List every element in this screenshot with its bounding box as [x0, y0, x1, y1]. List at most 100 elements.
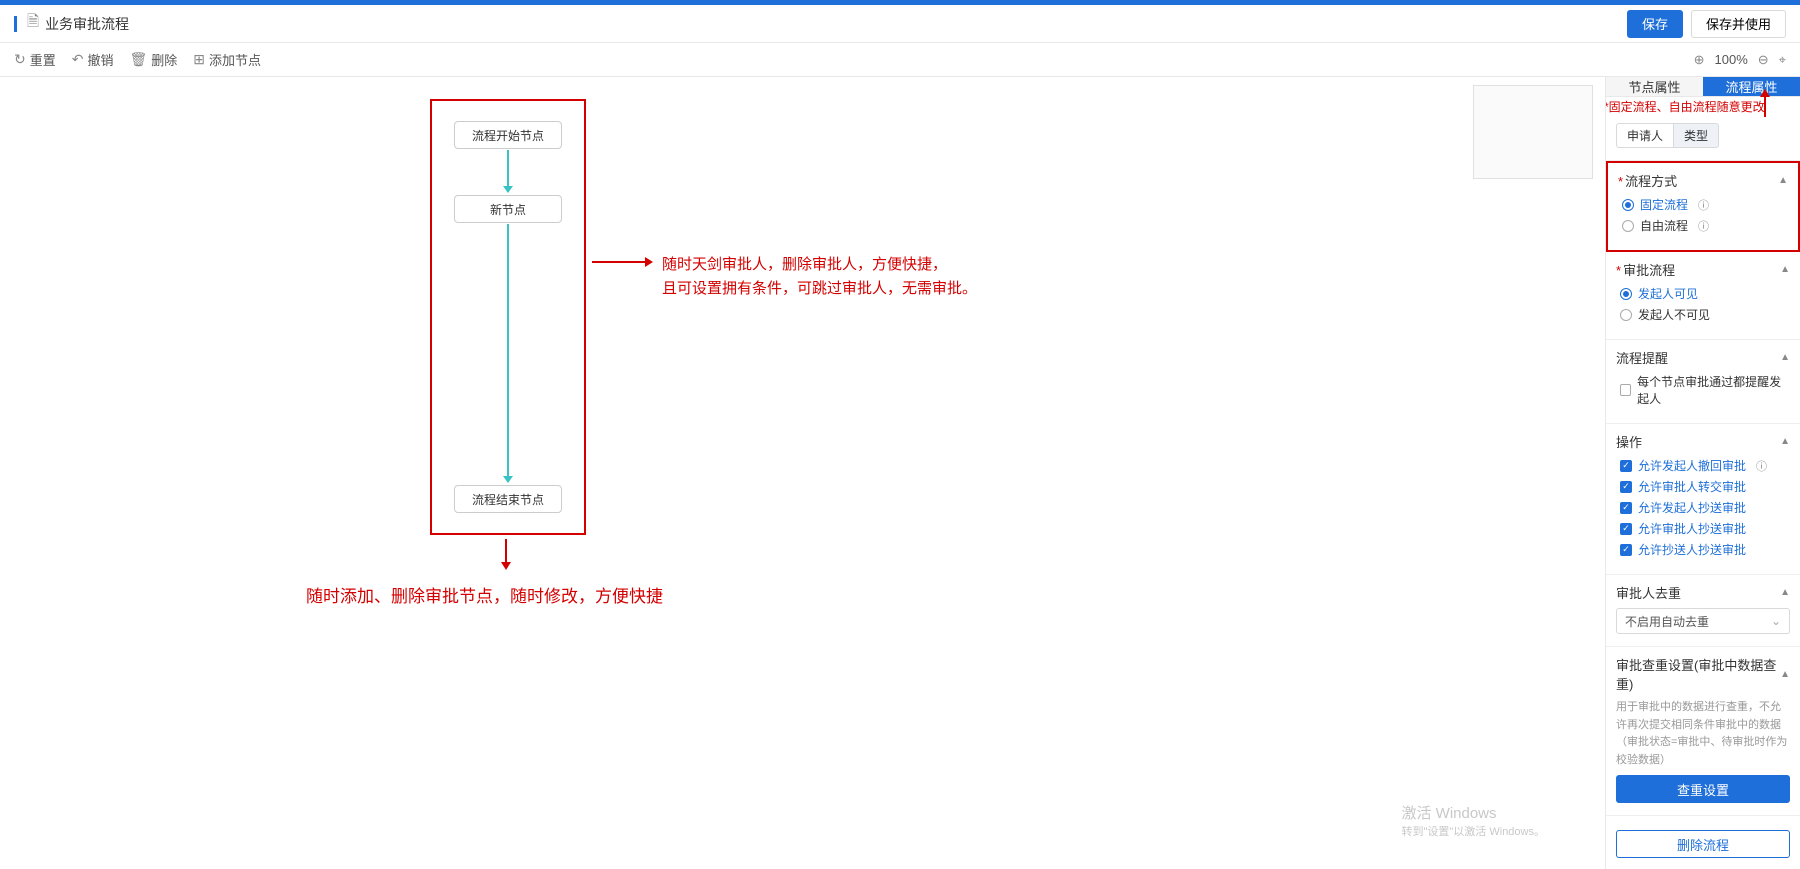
checkbox-icon [1620, 460, 1632, 472]
radio-visible-label: 发起人可见 [1638, 285, 1698, 302]
flow-edge-2 [507, 224, 509, 482]
check-allow-approver-cc-label: 允许审批人抄送审批 [1638, 520, 1746, 537]
minimap[interactable] [1473, 85, 1593, 179]
delete-button[interactable]: 🗑删除 [130, 50, 178, 69]
header-left: 🗎 业务审批流程 [14, 11, 129, 36]
radio-icon [1620, 288, 1632, 300]
watermark-line1: 激活 Windows [1402, 805, 1497, 822]
save-and-use-button[interactable]: 保存并使用 [1691, 10, 1786, 38]
section-operations-title: 操作 [1616, 432, 1642, 451]
annotation-arrow-right [592, 261, 650, 263]
tab-flow-props[interactable]: 流程属性 [1703, 77, 1800, 96]
zoom-level: 100% [1715, 52, 1748, 67]
flow-node-new[interactable]: 新节点 [454, 195, 562, 223]
tab-node-props[interactable]: 节点属性 [1606, 77, 1703, 96]
undo-icon: ↶ [72, 51, 84, 68]
zoom-in-icon[interactable]: ⊕ [1694, 52, 1705, 68]
add-node-icon: ⊞ [193, 51, 205, 68]
radio-free-flow[interactable]: 自由流程 ⓘ [1618, 217, 1788, 234]
delete-label: 删除 [151, 50, 177, 69]
flow-edge-1 [507, 150, 509, 192]
radio-fixed-flow-label: 固定流程 [1640, 196, 1688, 213]
flow-node-start[interactable]: 流程开始节点 [454, 121, 562, 149]
header: 🗎 业务审批流程 保存 保存并使用 [0, 5, 1800, 43]
add-node-label: 添加节点 [209, 50, 261, 69]
radio-icon [1622, 199, 1634, 211]
title-accent-bar [14, 16, 17, 32]
check-allow-initiator-cc[interactable]: 允许发起人抄送审批 [1616, 499, 1790, 516]
reset-icon: ↻ [14, 51, 26, 68]
collapse-icon[interactable]: ▲ [1780, 669, 1790, 680]
checkbox-icon [1620, 384, 1631, 396]
check-allow-transfer[interactable]: 允许审批人转交审批 [1616, 478, 1790, 495]
add-node-button[interactable]: ⊞添加节点 [193, 50, 261, 69]
section-approval-title: 审批流程 [1623, 263, 1675, 278]
radio-invisible[interactable]: 发起人不可见 [1616, 306, 1790, 323]
radio-fixed-flow[interactable]: 固定流程 ⓘ [1618, 196, 1788, 213]
radio-visible[interactable]: 发起人可见 [1616, 285, 1790, 302]
collapse-icon[interactable]: ▲ [1780, 264, 1790, 275]
annotation-text-right-l2: 且可设置拥有条件，可跳过审批人，无需审批。 [662, 280, 977, 297]
checkbox-icon [1620, 523, 1632, 535]
check-allow-initiator-cc-label: 允许发起人抄送审批 [1638, 499, 1746, 516]
properties-panel: 节点属性 流程属性 *固定流程、自由流程随意更改 . 申请人 类型 *流程方式 … [1605, 77, 1800, 869]
section-dedup: 审批人去重 ▲ 不启用自动去重 ⌄ [1606, 575, 1800, 647]
chevron-down-icon: ⌄ [1771, 614, 1781, 628]
annotation-arrow-down [505, 539, 507, 567]
save-button[interactable]: 保存 [1627, 10, 1683, 38]
flow-node-new-label: 新节点 [490, 201, 526, 218]
zoom-out-icon[interactable]: ⊖ [1758, 52, 1769, 68]
undo-button[interactable]: ↶撤销 [72, 50, 114, 69]
annotation-text-right: 随时天剑审批人，删除审批人，方便快捷， 且可设置拥有条件，可跳过审批人，无需审批… [662, 253, 977, 301]
help-icon[interactable]: ⓘ [1698, 197, 1709, 213]
check-allow-recall[interactable]: 允许发起人撤回审批ⓘ [1616, 457, 1790, 474]
help-icon[interactable]: ⓘ [1698, 218, 1709, 234]
zoom-controls: ⊕ 100% ⊖ ⌖ [1694, 52, 1786, 68]
radio-icon [1620, 309, 1632, 321]
checkbox-icon [1620, 502, 1632, 514]
check-allow-cc-cc[interactable]: 允许抄送人抄送审批 [1616, 541, 1790, 558]
collapse-icon[interactable]: ▲ [1780, 587, 1790, 598]
check-remind-each-node[interactable]: 每个节点审批通过都提醒发起人 [1616, 373, 1790, 407]
property-tabs: 节点属性 流程属性 [1606, 77, 1800, 97]
checkbox-icon [1620, 544, 1632, 556]
radio-free-flow-label: 自由流程 [1640, 217, 1688, 234]
canvas[interactable]: 流程开始节点 新节点 流程结束节点 随时天剑审批人，删除审批人，方便快捷， 且可… [0, 77, 1605, 869]
windows-activation-watermark: 激活 Windows 转到"设置"以激活 Windows。 [1402, 802, 1546, 839]
delete-flow-button[interactable]: 删除流程 [1616, 830, 1790, 858]
document-icon: 🗎 [27, 11, 39, 36]
reset-label: 重置 [30, 50, 56, 69]
section-operations: 操作 ▲ 允许发起人撤回审批ⓘ 允许审批人转交审批 允许发起人抄送审批 允许审批… [1606, 424, 1800, 575]
header-right: 保存 保存并使用 [1627, 10, 1786, 38]
section-approval-header: *审批流程 ▲ [1616, 260, 1790, 279]
check-allow-transfer-label: 允许审批人转交审批 [1638, 478, 1746, 495]
pill-type[interactable]: 类型 [1674, 123, 1719, 148]
collapse-icon[interactable]: ▲ [1780, 352, 1790, 363]
collapse-icon[interactable]: ▲ [1780, 436, 1790, 447]
section-operations-header: 操作 ▲ [1616, 432, 1790, 451]
annotation-text-bottom: 随时添加、删除审批节点，随时修改，方便快捷 [306, 583, 663, 610]
section-flow-mode-header: *流程方式 ▲ [1618, 171, 1788, 190]
checkbox-icon [1620, 481, 1632, 493]
section-dupcheck: 审批查重设置(审批中数据查重) ▲ 用于审批中的数据进行查重，不允许再次提交相同… [1606, 647, 1800, 816]
watermark-line2: 转到"设置"以激活 Windows。 [1402, 823, 1546, 839]
dedup-select[interactable]: 不启用自动去重 ⌄ [1616, 608, 1790, 634]
check-allow-approver-cc[interactable]: 允许审批人抄送审批 [1616, 520, 1790, 537]
dedup-select-value: 不启用自动去重 [1625, 613, 1709, 630]
dupcheck-settings-button[interactable]: 查重设置 [1616, 775, 1790, 803]
check-remind-label: 每个节点审批通过都提醒发起人 [1637, 373, 1790, 407]
section-dedup-header: 审批人去重 ▲ [1616, 583, 1790, 602]
section-approval: *审批流程 ▲ 发起人可见 发起人不可见 [1606, 252, 1800, 340]
main: 流程开始节点 新节点 流程结束节点 随时天剑审批人，删除审批人，方便快捷， 且可… [0, 77, 1800, 869]
collapse-icon[interactable]: ▲ [1778, 175, 1788, 186]
section-dupcheck-desc: 用于审批中的数据进行查重，不允许再次提交相同条件审批中的数据（审批状态=审批中、… [1616, 699, 1790, 769]
flow-node-end[interactable]: 流程结束节点 [454, 485, 562, 513]
section-basic: *固定流程、自由流程随意更改 . 申请人 类型 [1606, 97, 1800, 161]
fit-screen-icon[interactable]: ⌖ [1779, 52, 1786, 68]
basic-pill-group: 申请人 类型 [1616, 123, 1790, 148]
reset-button[interactable]: ↻重置 [14, 50, 56, 69]
pill-applicant[interactable]: 申请人 [1616, 123, 1674, 148]
section-remind-header: 流程提醒 ▲ [1616, 348, 1790, 367]
radio-icon [1622, 220, 1634, 232]
help-icon[interactable]: ⓘ [1756, 458, 1767, 474]
